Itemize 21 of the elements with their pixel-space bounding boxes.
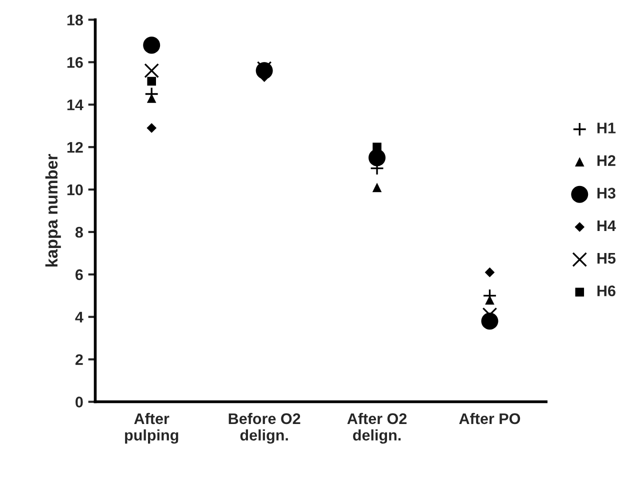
legend-label: H5 bbox=[597, 253, 616, 264]
y-tick-label: 0 bbox=[76, 396, 83, 408]
y-tick-label: 10 bbox=[67, 184, 83, 196]
y-tick-label: 16 bbox=[67, 57, 83, 68]
y-tick-label: 6 bbox=[76, 269, 83, 280]
y-tick-label: 2 bbox=[75, 354, 83, 365]
x-tick-label: Before O2 delign. bbox=[228, 412, 300, 444]
x-tick-label: After O2 delign. bbox=[347, 412, 407, 444]
x-tick-label: After pulping bbox=[125, 412, 178, 444]
y-tick-label: 4 bbox=[75, 312, 84, 322]
x-tick-label: After PO bbox=[459, 412, 520, 424]
legend-label: H4 bbox=[597, 220, 616, 231]
y-axis-title: kappa number bbox=[45, 154, 61, 267]
legend-label: H2 bbox=[597, 155, 616, 166]
y-tick-label: 14 bbox=[67, 100, 84, 110]
y-tick-label: 8 bbox=[75, 226, 83, 238]
y-tick-label: 12 bbox=[67, 142, 83, 153]
legend-label: H6 bbox=[597, 285, 616, 296]
y-tick-label: 18 bbox=[67, 14, 83, 26]
legend-label: H3 bbox=[597, 188, 616, 199]
legend-label: H1 bbox=[597, 122, 616, 134]
